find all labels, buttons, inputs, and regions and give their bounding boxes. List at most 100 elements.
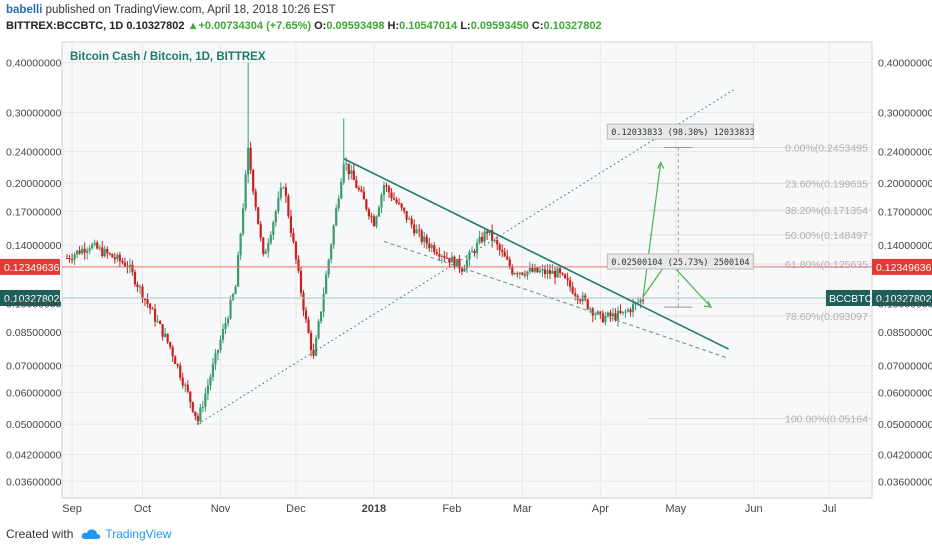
candle-body bbox=[118, 254, 121, 261]
candle-body bbox=[503, 251, 506, 257]
candle-body bbox=[216, 350, 220, 354]
candle-body bbox=[83, 248, 86, 253]
candle-body bbox=[483, 231, 486, 242]
candle-body bbox=[221, 328, 225, 340]
candle-body bbox=[179, 365, 182, 378]
candle-body bbox=[123, 262, 126, 267]
candle-body bbox=[191, 402, 194, 412]
candle-body bbox=[556, 268, 559, 278]
symbol-tag-bg bbox=[826, 289, 870, 306]
candle-body bbox=[151, 308, 154, 310]
candle-body bbox=[480, 236, 484, 242]
candle-body bbox=[103, 248, 106, 257]
trendline-dashed bbox=[383, 240, 729, 359]
candle-body bbox=[606, 312, 609, 317]
candle-body bbox=[531, 268, 534, 272]
candle-body bbox=[551, 270, 554, 274]
y-tick-label-left: 0.07000000 bbox=[6, 361, 62, 373]
candle-body bbox=[299, 270, 303, 293]
candle-body bbox=[355, 180, 358, 188]
price-tag-left-current-bg bbox=[0, 289, 60, 306]
candle-body bbox=[589, 308, 592, 310]
y-tick-label-left: 0.14000000 bbox=[6, 240, 62, 252]
candle-body bbox=[249, 147, 252, 170]
candle-body bbox=[403, 207, 406, 212]
candle-body bbox=[111, 253, 114, 258]
price-tag-right-current: 0.10327802 bbox=[876, 293, 932, 305]
candle-body bbox=[128, 264, 132, 268]
candle-body bbox=[136, 284, 139, 288]
candle-body bbox=[78, 250, 81, 254]
x-tick-label: Feb bbox=[442, 503, 461, 515]
candle-body bbox=[277, 197, 280, 212]
change-value: +0.00734304 (+7.65%) bbox=[198, 20, 312, 32]
candle-body bbox=[259, 224, 262, 238]
x-tick-label: Apr bbox=[592, 503, 609, 515]
candle-body bbox=[501, 249, 504, 252]
candle-body bbox=[108, 253, 111, 255]
candle-body bbox=[73, 254, 76, 260]
published-text: published on TradingView.com, April 18, … bbox=[45, 4, 336, 16]
arrowhead-icon bbox=[657, 161, 665, 169]
price-chart[interactable]: 0.00%(0.2453495 23.60%(0.199635 38.20%(0.1… bbox=[0, 36, 932, 518]
x-tick-label: May bbox=[665, 503, 686, 515]
candle-body bbox=[269, 234, 272, 244]
candle-body bbox=[113, 257, 116, 260]
candle-body bbox=[629, 309, 632, 313]
candle-body bbox=[367, 209, 370, 217]
candle-body bbox=[410, 218, 413, 225]
candle-body bbox=[636, 302, 640, 304]
candle-body bbox=[365, 199, 368, 210]
measure-label: 0.12033833 (98.30%) 12033833 bbox=[611, 128, 754, 138]
candle-body bbox=[345, 163, 348, 165]
candle-body bbox=[518, 272, 521, 275]
candle-body bbox=[360, 189, 363, 192]
candle-body bbox=[428, 243, 431, 248]
x-tick-label: Nov bbox=[211, 503, 231, 515]
candle-body bbox=[314, 338, 318, 356]
candle-body bbox=[418, 229, 421, 231]
candle-body bbox=[463, 268, 466, 272]
tradingview-logo[interactable]: TradingView bbox=[81, 527, 171, 541]
candle-body bbox=[614, 313, 617, 320]
candle-body bbox=[516, 273, 519, 275]
candle-body bbox=[312, 349, 315, 356]
candle-body bbox=[521, 272, 524, 275]
y-tick-label-right: 0.14000000 bbox=[878, 240, 932, 252]
candle-body bbox=[390, 192, 393, 199]
y-tick-label-left: 0.40000000 bbox=[6, 57, 62, 69]
candle-body bbox=[639, 299, 642, 303]
candle-body bbox=[101, 247, 104, 257]
candle-body bbox=[536, 267, 539, 273]
candle-body bbox=[153, 308, 157, 322]
candle-body bbox=[229, 299, 232, 319]
candle-body bbox=[264, 251, 267, 254]
candle-body bbox=[279, 187, 282, 198]
fib-level-label: 78.60%(0.093097 bbox=[785, 311, 868, 323]
candle-body bbox=[211, 364, 215, 378]
candle-body bbox=[443, 255, 446, 258]
candle-body bbox=[609, 312, 612, 317]
candle-body bbox=[571, 286, 574, 294]
author-link[interactable]: babelli bbox=[6, 4, 43, 16]
fib-level-label: 0.00%(0.2453495 bbox=[785, 143, 868, 155]
candle-body bbox=[254, 191, 257, 208]
candle-body bbox=[460, 268, 464, 272]
candle-body bbox=[209, 377, 212, 386]
low-value: 0.09593450 bbox=[470, 20, 529, 32]
candle-body bbox=[430, 245, 433, 248]
candle-body bbox=[86, 250, 89, 253]
candle-body bbox=[75, 250, 79, 255]
candle-body bbox=[219, 339, 222, 351]
candle-body bbox=[594, 314, 597, 316]
price-tag-left-red: 0.12349636 bbox=[4, 262, 60, 274]
candle-body bbox=[332, 225, 335, 245]
candle-body bbox=[322, 293, 325, 312]
candle-body bbox=[599, 311, 602, 314]
y-tick-label-left: 0.08500000 bbox=[6, 327, 62, 339]
footer: Created with TradingView bbox=[6, 522, 171, 546]
candle-body bbox=[526, 271, 529, 276]
candles bbox=[65, 62, 645, 426]
candle-body bbox=[304, 310, 308, 320]
candle-body bbox=[569, 280, 572, 287]
